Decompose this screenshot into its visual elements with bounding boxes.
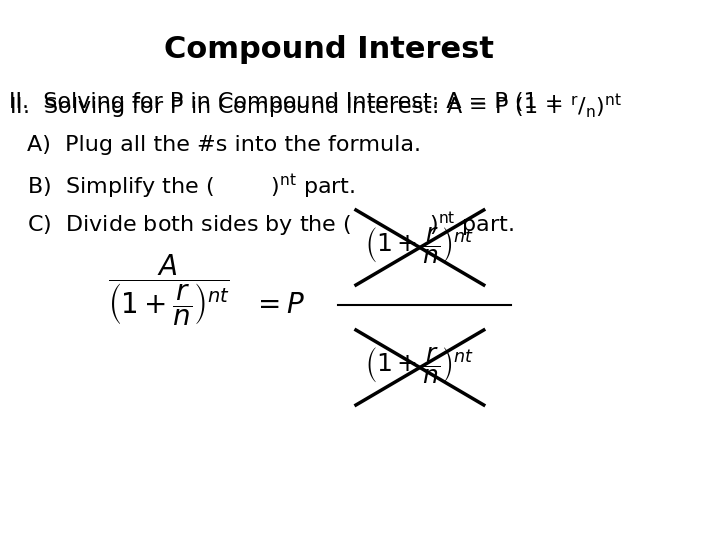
Text: $= P$: $= P$: [252, 291, 305, 319]
Text: II.  Solving for P in Compound Interest: A = P (1 + $\mathregular{^{r}/_{n}}$)$\: II. Solving for P in Compound Interest: …: [9, 92, 622, 121]
Text: $\left(1+\dfrac{r}{n}\right)^{nt}$: $\left(1+\dfrac{r}{n}\right)^{nt}$: [365, 225, 474, 265]
Text: B)  Simplify the (        )$\mathregular{^{nt}}$ part.: B) Simplify the ( )$\mathregular{^{nt}}$…: [27, 172, 356, 201]
Text: II.  Solving for P in Compound Interest: A = P (1 +: II. Solving for P in Compound Interest: …: [9, 92, 571, 112]
Text: $\dfrac{A}{\left(1+\dfrac{r}{n}\right)^{nt}}$: $\dfrac{A}{\left(1+\dfrac{r}{n}\right)^{…: [108, 252, 230, 328]
Text: $\left(1+\dfrac{r}{n}\right)^{nt}$: $\left(1+\dfrac{r}{n}\right)^{nt}$: [365, 345, 474, 385]
Text: C)  Divide both sides by the (           )$\mathregular{^{nt}}$ part.: C) Divide both sides by the ( )$\mathreg…: [27, 210, 514, 239]
Text: Compound Interest: Compound Interest: [163, 35, 494, 64]
Text: A)  Plug all the #s into the formula.: A) Plug all the #s into the formula.: [27, 135, 421, 155]
